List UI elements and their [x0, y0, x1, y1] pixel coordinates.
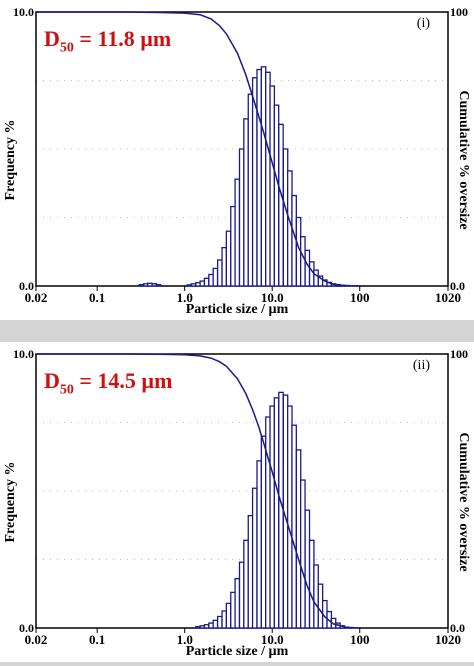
y-tick-label-left: 10.0 [13, 5, 34, 19]
histogram-bar [300, 236, 306, 287]
histogram-bar [234, 178, 241, 287]
y-tick-label-left: 0.0 [19, 621, 34, 635]
histogram-bar [234, 578, 241, 629]
x-tick-label: 0.1 [89, 632, 105, 647]
x-tick-label: 100 [350, 290, 370, 305]
histogram-bar [313, 269, 319, 287]
x-tick-label: 1.0 [177, 290, 193, 305]
histogram-bar [225, 230, 232, 287]
cumulative-curve [36, 353, 360, 629]
histogram-bar [212, 267, 219, 287]
y-axis-label-right-text: Cumulative % oversize [456, 432, 471, 572]
chart-panel-2: 0.02 0.1 1.0 10.0 100 1020 10.0 0.0 100 0.0 Frequ… [0, 342, 474, 662]
y-axis-label-right: Cumulative % oversize [452, 342, 474, 662]
histogram-bar [203, 277, 210, 287]
histogram-bar [300, 479, 306, 629]
histogram-bar [273, 397, 280, 629]
d50-annotation: D50 = 11.8 µm [44, 26, 172, 56]
x-tick-label: 10.0 [261, 290, 284, 305]
y-axis-label-left-text: Frequency % [3, 461, 18, 543]
histogram-bar [278, 391, 284, 629]
chart-panel-1: 0.02 0.1 1.0 10.0 100 1020 10.0 0.0 100 0.0 Frequ… [0, 0, 474, 320]
y-tick-label-left: 10.0 [13, 347, 34, 361]
histogram-bar [313, 564, 319, 629]
histogram-bar [243, 539, 249, 629]
y-axis-label-right: Cumulative % oversize [452, 0, 474, 320]
d50-annotation: D50 = 14.5 µm [44, 368, 173, 398]
histogram-bar [225, 602, 232, 629]
histogram-bar [147, 282, 153, 287]
panel-label: (ii) [412, 358, 430, 373]
histogram-bar [304, 509, 311, 629]
histogram-bar [291, 424, 297, 629]
y-tick-label-right: 100 [450, 347, 468, 361]
y-tick-label-right: 0.0 [450, 279, 465, 293]
cumulative-curve [36, 11, 360, 287]
histogram-bar [138, 283, 145, 287]
x-tick-label: 100 [350, 632, 370, 647]
chart-canvas-1: 0.02 0.1 1.0 10.0 100 1020 10.0 0.0 100 0.0 [13, 5, 468, 305]
histogram-bar [216, 259, 223, 287]
histogram-bar [203, 624, 210, 629]
histogram-bar [155, 283, 162, 287]
histogram-bar [273, 104, 280, 287]
x-axis-label: Particle size / µm [185, 644, 289, 659]
y-axis-label-left-text: Frequency % [3, 119, 18, 201]
x-tick-label: 1020 [435, 290, 461, 305]
histogram-bar [260, 66, 267, 287]
y-tick-label-right: 100 [450, 5, 468, 19]
y-axis-label-left: Frequency % [0, 0, 22, 320]
y-tick-label-left: 0.0 [19, 279, 34, 293]
x-tick-label: 1.0 [177, 632, 193, 647]
histogram-bar [190, 283, 197, 287]
chart-canvas-2: 0.02 0.1 1.0 10.0 100 1020 10.0 0.0 100 0.0 [13, 347, 468, 647]
x-tick-label: 1020 [435, 632, 461, 647]
x-tick-label: 0.02 [25, 632, 48, 647]
y-tick-label-right: 0.0 [450, 621, 465, 635]
histogram-bar [216, 615, 223, 629]
histogram-bar [251, 487, 258, 629]
y-axis-label-right-text: Cumulative % oversize [456, 90, 471, 230]
x-tick-label: 10.0 [261, 632, 284, 647]
x-tick-label: 0.02 [25, 290, 48, 305]
x-tick-label: 0.1 [89, 290, 105, 305]
histogram-bar [243, 118, 249, 287]
histogram-bar [304, 249, 311, 287]
y-axis-label-left: Frequency % [0, 342, 22, 662]
x-axis-label: Particle size / µm [185, 302, 289, 317]
histogram-bar [212, 619, 219, 629]
histogram-bar [260, 435, 267, 629]
histogram-bar [278, 123, 284, 287]
panel-label: (i) [416, 16, 430, 31]
